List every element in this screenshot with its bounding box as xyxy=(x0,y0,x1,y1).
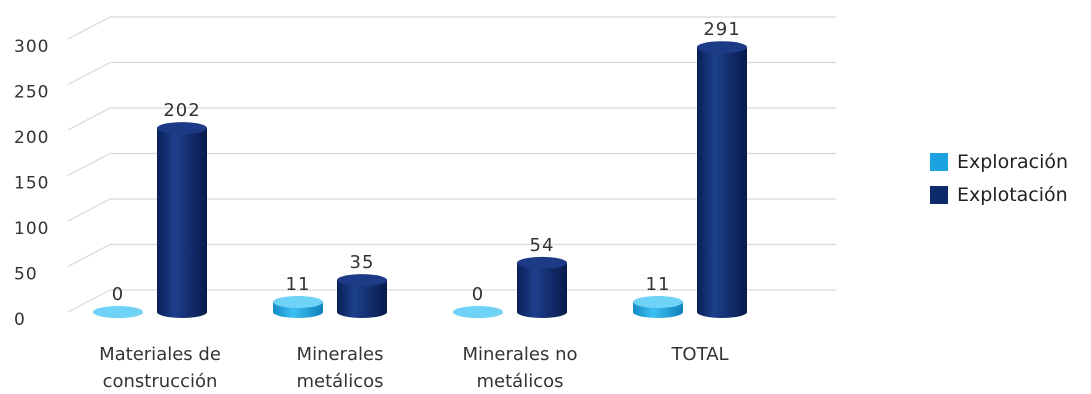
data-label: 202 xyxy=(163,100,200,121)
data-label: 35 xyxy=(350,252,375,273)
gridline-depth xyxy=(67,289,111,313)
y-tick-label: 100 xyxy=(14,219,49,239)
gridline-depth xyxy=(67,198,111,222)
legend-swatch-exploracion xyxy=(930,152,948,171)
x-category-label: Materiales de construcción xyxy=(99,344,221,392)
gridline-depth xyxy=(67,16,111,40)
y-tick-label: 0 xyxy=(14,310,26,330)
bar-top xyxy=(337,274,387,287)
data-label: 0 xyxy=(112,284,124,305)
legend-item-explotacion: Explotación xyxy=(930,178,1090,211)
legend: Exploración Explotación xyxy=(930,145,1090,211)
bar-top xyxy=(517,256,567,269)
bar-body xyxy=(157,128,207,318)
y-tick-label: 150 xyxy=(14,174,49,194)
legend-label-exploracion: Exploración xyxy=(957,150,1069,173)
gridline-depth xyxy=(67,152,111,177)
y-tick-label: 200 xyxy=(14,128,49,148)
legend-swatch-explotacion xyxy=(930,185,948,204)
data-label: 291 xyxy=(703,19,740,40)
data-labels: 0 202 11 35 0 54 11 291 xyxy=(112,19,740,305)
x-category-label: Minerales metálicos xyxy=(297,344,384,392)
y-axis: 0 50 100 150 200 250 300 xyxy=(14,37,49,330)
bar-body xyxy=(517,262,567,318)
x-axis: Materiales de construcción Minerales metáli… xyxy=(99,344,728,392)
data-label: 54 xyxy=(530,235,555,256)
y-tick-label: 50 xyxy=(14,265,38,285)
bar-body xyxy=(337,280,387,318)
gridline-depth xyxy=(67,107,111,131)
bar-top xyxy=(93,306,143,318)
data-label: 11 xyxy=(646,274,671,295)
legend-item-exploracion: Exploración xyxy=(930,145,1090,178)
bars xyxy=(93,41,747,318)
x-category-label: TOTAL xyxy=(670,344,728,365)
y-tick-label: 250 xyxy=(14,83,49,103)
bar-body xyxy=(697,47,747,318)
legend-label-explotacion: Explotación xyxy=(957,183,1068,206)
data-label: 0 xyxy=(472,284,484,305)
bar-top xyxy=(273,295,323,308)
x-category-label: Minerales no metálicos xyxy=(462,344,577,392)
bar-top xyxy=(453,306,503,318)
gridline-depth xyxy=(67,243,111,268)
data-label: 11 xyxy=(286,274,311,295)
gridline-depth xyxy=(67,61,111,86)
bar-top xyxy=(633,295,683,308)
y-tick-label: 300 xyxy=(14,37,49,57)
bar-top xyxy=(157,122,207,135)
bar-top xyxy=(697,41,747,54)
bar-chart: 0 50 100 150 200 250 300 0 202 11 35 0 54 11 291 Mate… xyxy=(14,16,836,392)
